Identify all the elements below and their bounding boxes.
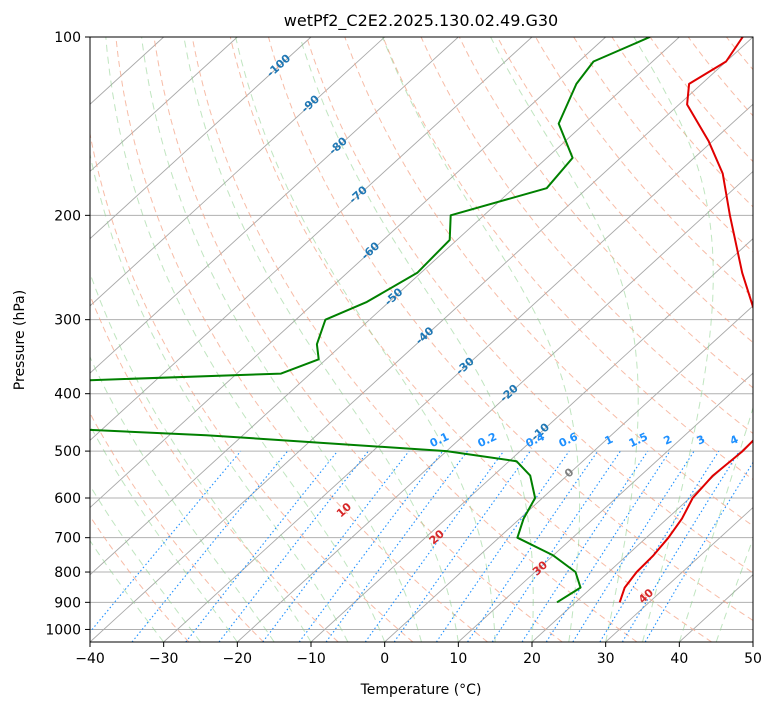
chart-title: wetPf2_C2E2.2025.130.02.49.G30	[284, 11, 558, 31]
isotherm-gridline	[237, 170, 753, 642]
mixing-ratio-line	[467, 450, 599, 642]
y-axis-title: Pressure (hPa)	[12, 290, 28, 390]
x-tick-label: −20	[223, 651, 253, 667]
isotherm-gridline	[310, 238, 753, 642]
y-tick-label: 400	[54, 387, 81, 403]
isotherm-gridline	[90, 37, 606, 509]
moist-adiabat	[382, 37, 581, 642]
y-tick-label: 800	[54, 565, 81, 581]
dry-adiabat	[268, 37, 753, 622]
moist-adiabat	[235, 37, 496, 642]
dry-adiabat	[344, 37, 753, 527]
dry-adiabat	[90, 412, 264, 642]
y-axis: 100 200 300 400 500 600 700 800 900 1000	[45, 30, 90, 638]
isotherm-gridline	[90, 37, 753, 642]
isotherm-gridline	[163, 103, 753, 642]
sounding-lines	[90, 37, 753, 604]
isotherm-gridline	[90, 37, 680, 576]
mixing-ratio-line	[364, 450, 505, 642]
x-tick-label: −10	[296, 651, 326, 667]
dry-adiabat	[191, 37, 638, 642]
x-tick-label: −30	[149, 651, 179, 667]
mixing-ratio-line	[185, 450, 339, 642]
isotherm-gridline	[605, 506, 753, 642]
isotherm-gridline	[90, 37, 385, 307]
isotherm-gridline	[90, 37, 533, 441]
x-tick-label: 20	[523, 651, 541, 667]
isotherm-gridline	[458, 372, 753, 642]
dry-adiabat	[382, 37, 753, 481]
moist-adiabat	[141, 37, 422, 642]
dry-adiabat	[649, 37, 753, 163]
moist-adiabat	[105, 37, 386, 642]
x-tick-label: 0	[380, 651, 389, 667]
y-tick-label: 500	[54, 444, 81, 460]
dry-adiabat	[496, 37, 753, 344]
moist-adiabat	[90, 271, 312, 642]
mixing-ratio-line	[644, 461, 753, 642]
mixing-ratio-line	[545, 450, 671, 642]
mixing-ratio-line	[262, 450, 410, 642]
temperature-line	[618, 37, 753, 603]
mixing-ratio-line	[599, 450, 720, 642]
mixing-ratio-line	[218, 450, 369, 642]
mixing-ratio-line	[393, 450, 531, 642]
isotherm-gridline	[90, 37, 312, 240]
isotherm-gridline	[384, 305, 753, 642]
mixing-ratio-line	[90, 450, 242, 633]
dry-adiabat	[90, 293, 339, 642]
background-lines	[90, 37, 753, 642]
moist-adiabat	[490, 37, 639, 642]
y-tick-label: 600	[54, 491, 81, 507]
x-tick-label: 30	[597, 651, 615, 667]
x-axis-title: Temperature (°C)	[360, 682, 482, 698]
dry-adiabat	[115, 37, 488, 642]
dewpoint-line	[90, 37, 651, 604]
isotherm-gridline	[90, 37, 459, 374]
y-tick-label: 900	[54, 595, 81, 611]
dry-adiabat	[90, 131, 414, 642]
plot-frame	[89, 36, 754, 643]
x-tick-label: 10	[449, 651, 467, 667]
mixing-ratio-line	[621, 450, 740, 642]
x-tick-label: 50	[744, 651, 762, 667]
dry-adiabat	[153, 37, 563, 642]
y-tick-label: 200	[54, 208, 81, 224]
mixing-ratio-line	[131, 450, 289, 642]
dry-adiabat	[420, 37, 753, 435]
y-tick-label: 300	[54, 313, 81, 329]
dry-adiabat	[306, 37, 753, 574]
y-tick-label: 700	[54, 531, 81, 547]
moist-adiabat	[90, 355, 275, 642]
y-tick-label: 100	[54, 30, 81, 46]
y-tick-label: 1000	[45, 622, 81, 638]
mixing-ratio-line	[572, 450, 695, 642]
moist-adiabat	[183, 37, 459, 642]
x-tick-label: −40	[75, 651, 105, 667]
moist-adiabat	[299, 37, 534, 642]
dry-adiabat	[573, 37, 753, 253]
x-tick-label: 40	[670, 651, 688, 667]
isotherm-gridline	[90, 37, 238, 173]
dry-adiabat	[458, 37, 753, 389]
isotherm-gridline	[531, 439, 753, 642]
moist-adiabat	[90, 424, 238, 642]
moist-adiabat	[90, 484, 201, 642]
x-axis: −40 −30 −20 −10 0 10 20 30 40 50	[75, 642, 762, 667]
